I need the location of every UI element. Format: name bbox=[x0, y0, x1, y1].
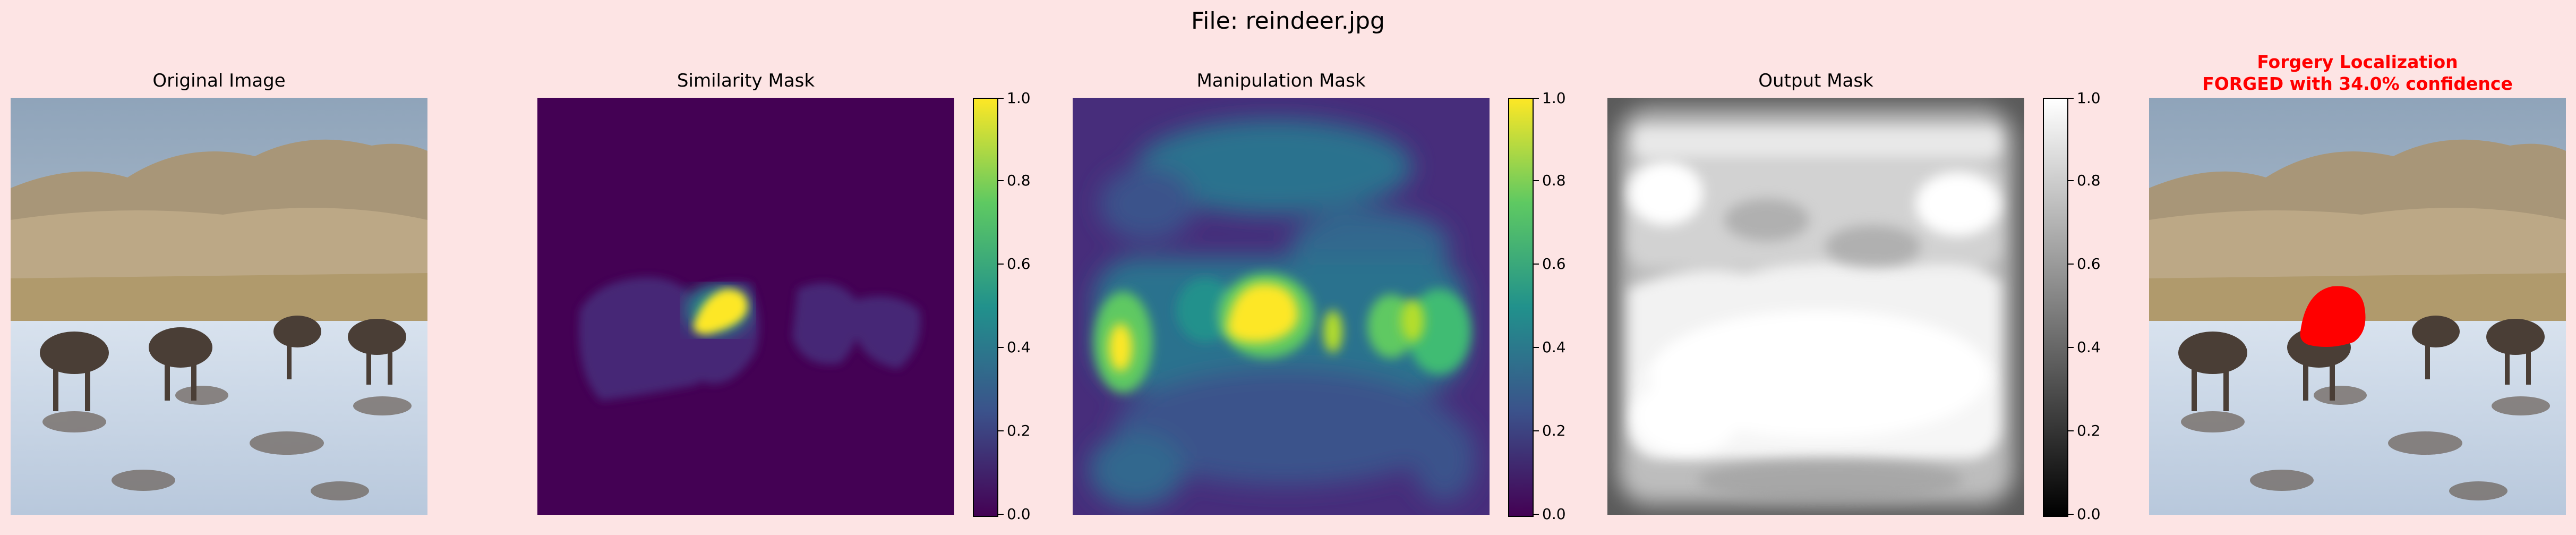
manipulation-colorbar bbox=[1508, 98, 1534, 517]
output-tick-0: 0.0 bbox=[2077, 505, 2101, 523]
similarity-tick-2: 0.4 bbox=[1007, 338, 1031, 356]
figure-title: File: reindeer.jpg bbox=[1191, 7, 1385, 35]
forged-region-overlay bbox=[2300, 286, 2366, 347]
manipulation-mask-title: Manipulation Mask bbox=[1196, 70, 1366, 91]
forgery-localization-image bbox=[2149, 98, 2566, 515]
similarity-colorbar bbox=[973, 98, 998, 517]
output-tick-3: 0.6 bbox=[2077, 255, 2101, 273]
output-colorbar bbox=[2043, 98, 2068, 517]
manipulation-tick-0: 0.0 bbox=[1542, 505, 1566, 523]
similarity-tick-1: 0.2 bbox=[1007, 422, 1031, 439]
manipulation-tick-1: 0.2 bbox=[1542, 422, 1566, 439]
similarity-tick-0: 0.0 bbox=[1007, 505, 1031, 523]
similarity-tick-5: 1.0 bbox=[1007, 89, 1031, 107]
similarity-mask-heatmap bbox=[537, 98, 954, 515]
similarity-tick-4: 0.8 bbox=[1007, 172, 1031, 189]
manipulation-tick-4: 0.8 bbox=[1542, 172, 1566, 189]
forgery-localization-title: Forgery Localization FORGED with 34.0% c… bbox=[2149, 51, 2566, 94]
similarity-mask-title: Similarity Mask bbox=[677, 70, 815, 91]
similarity-tick-3: 0.6 bbox=[1007, 255, 1031, 273]
output-mask-heatmap bbox=[1607, 98, 2024, 515]
output-tick-4: 0.8 bbox=[2077, 172, 2101, 189]
manipulation-tick-5: 1.0 bbox=[1542, 89, 1566, 107]
manipulation-mask-heatmap bbox=[1073, 98, 1490, 515]
output-mask-title: Output Mask bbox=[1758, 70, 1873, 91]
manipulation-tick-2: 0.4 bbox=[1542, 338, 1566, 356]
output-tick-1: 0.2 bbox=[2077, 422, 2101, 439]
forgery-title-line1: Forgery Localization bbox=[2257, 52, 2458, 72]
forgery-confidence-label: FORGED with 34.0% confidence bbox=[2202, 73, 2513, 94]
original-image-title: Original Image bbox=[152, 70, 286, 91]
manipulation-tick-3: 0.6 bbox=[1542, 255, 1566, 273]
output-tick-2: 0.4 bbox=[2077, 338, 2101, 356]
original-image bbox=[11, 98, 427, 515]
output-tick-5: 1.0 bbox=[2077, 89, 2101, 107]
